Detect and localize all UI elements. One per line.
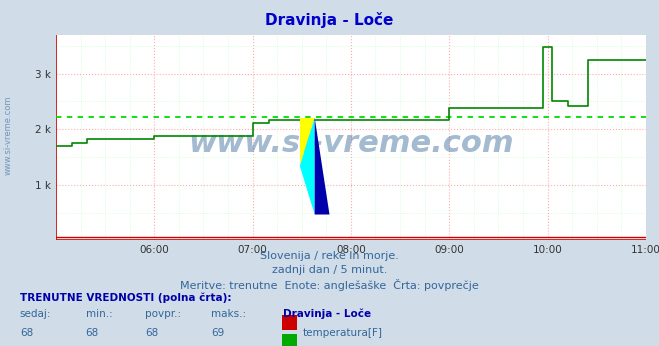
Text: 68: 68 xyxy=(86,328,99,338)
Text: TRENUTNE VREDNOSTI (polna črta):: TRENUTNE VREDNOSTI (polna črta): xyxy=(20,292,231,303)
Polygon shape xyxy=(300,118,315,166)
Text: povpr.:: povpr.: xyxy=(145,309,181,319)
Text: Slovenija / reke in morje.: Slovenija / reke in morje. xyxy=(260,251,399,261)
Polygon shape xyxy=(300,118,315,215)
Text: 69: 69 xyxy=(211,328,224,338)
Text: temperatura[F]: temperatura[F] xyxy=(303,328,383,338)
Text: Dravinja - Loče: Dravinja - Loče xyxy=(283,309,372,319)
Text: maks.:: maks.: xyxy=(211,309,246,319)
Text: www.si-vreme.com: www.si-vreme.com xyxy=(3,95,13,175)
Text: Dravinja - Loče: Dravinja - Loče xyxy=(266,12,393,28)
Text: zadnji dan / 5 minut.: zadnji dan / 5 minut. xyxy=(272,265,387,275)
Text: www.si-vreme.com: www.si-vreme.com xyxy=(188,129,514,158)
Text: 68: 68 xyxy=(145,328,158,338)
Text: Meritve: trenutne  Enote: anglešaške  Črta: povprečje: Meritve: trenutne Enote: anglešaške Črta… xyxy=(180,279,479,291)
Text: min.:: min.: xyxy=(86,309,113,319)
Polygon shape xyxy=(315,118,330,215)
Text: sedaj:: sedaj: xyxy=(20,309,51,319)
Text: 68: 68 xyxy=(20,328,33,338)
